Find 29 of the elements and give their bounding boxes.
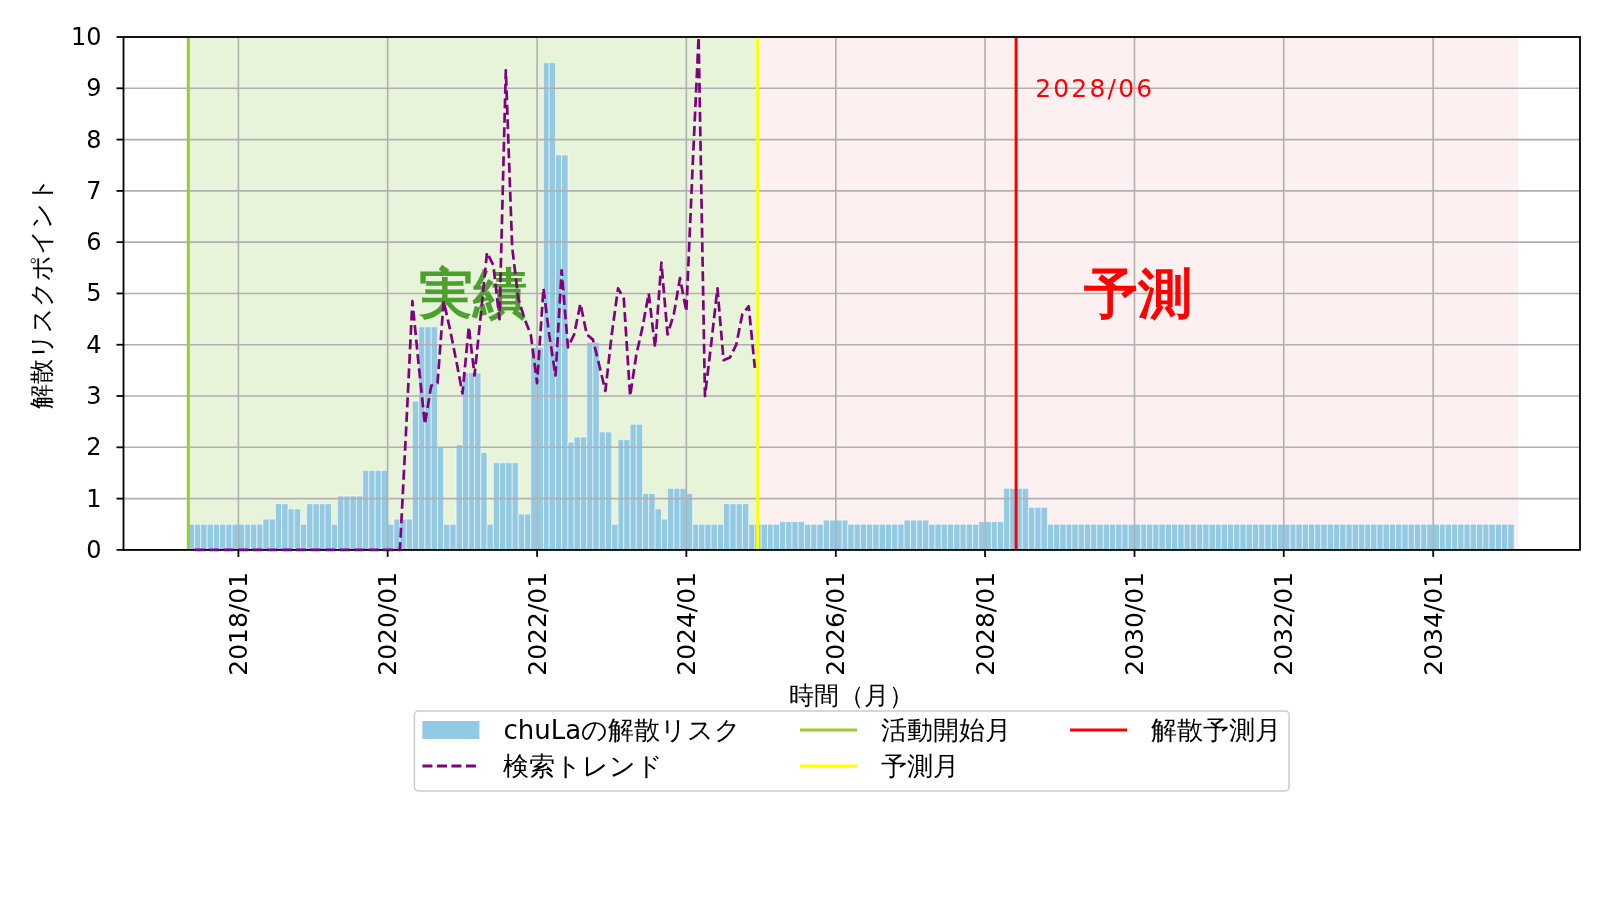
y-tick-label: 1: [86, 484, 102, 513]
x-tick-label: 2022/01: [522, 571, 552, 676]
annotation: 2028/06: [1035, 73, 1155, 103]
x-tick-label: 2024/01: [671, 571, 701, 676]
x-tick-label: 2030/01: [1120, 571, 1149, 676]
y-tick-label: 9: [86, 74, 102, 103]
x-tick-label: 2018/01: [223, 571, 253, 676]
y-tick-label: 10: [70, 23, 102, 51]
y-tick-label: 6: [86, 228, 102, 257]
legend-label: 検索トレンド: [503, 751, 664, 781]
x-tick-label: 2026/01: [821, 571, 851, 676]
y-tick-label: 4: [86, 330, 102, 359]
y-tick-label: 5: [86, 279, 102, 308]
x-tick-label: 2034/01: [1418, 571, 1448, 676]
band-label: 予測: [1083, 261, 1192, 325]
y-axis-title: 解散リスクポイント: [26, 177, 56, 410]
x-axis-title: 時間（月）: [789, 680, 915, 710]
x-tick-label: 2032/01: [1269, 571, 1299, 676]
y-tick-label: 7: [86, 176, 102, 205]
legend-label: 予測月: [881, 751, 960, 781]
y-tick-label: 3: [86, 382, 102, 411]
y-tick-label: 0: [86, 535, 102, 564]
legend-label: 活動開始月: [881, 715, 1012, 745]
legend-label: chuLaの解散リスク: [503, 715, 742, 745]
y-tick-label: 8: [86, 125, 102, 154]
x-tick-label: 2028/01: [970, 571, 1000, 676]
x-tick-label: 2020/01: [373, 571, 403, 676]
y-tick-label: 2: [86, 433, 102, 462]
legend-label: 解散予測月: [1151, 715, 1282, 745]
